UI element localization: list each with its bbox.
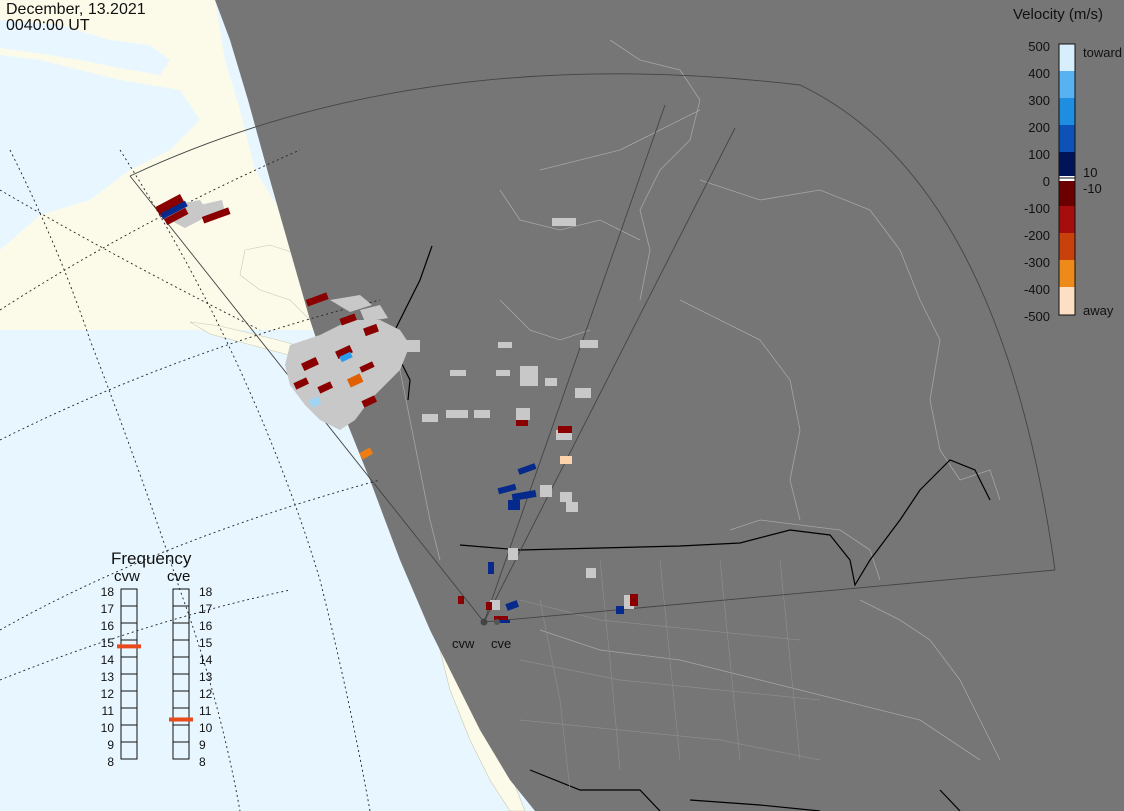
velocity-tick-label: 0 bbox=[1042, 174, 1050, 189]
velocity-tick-label: -500 bbox=[1023, 309, 1050, 324]
frequency-scale-right-label: 13 bbox=[199, 670, 213, 684]
velocity-tick-label: 500 bbox=[1028, 39, 1050, 54]
velocity-tick-label: -200 bbox=[1023, 228, 1050, 243]
legend-label-small-negative: -10 bbox=[1083, 181, 1102, 196]
scatter-velocity-cells bbox=[155, 194, 638, 623]
radar-site-cve-marker bbox=[494, 619, 500, 625]
frequency-scale-right-label: 17 bbox=[199, 602, 213, 616]
velocity-color-bar bbox=[1058, 43, 1076, 316]
frequency-gauges bbox=[120, 588, 190, 760]
velocity-tick-label: 400 bbox=[1028, 66, 1050, 81]
lat-lon-grid bbox=[0, 149, 381, 811]
site-label-cve: cve bbox=[491, 636, 512, 651]
frequency-scale-right-label: 16 bbox=[199, 619, 213, 633]
frequency-scale-left-label: 17 bbox=[100, 602, 114, 616]
frequency-scale-left-label: 12 bbox=[100, 687, 114, 701]
plot-date: December, 13.2021 bbox=[6, 1, 146, 18]
frequency-scale-right-label: 8 bbox=[199, 755, 206, 769]
frequency-scale-left-label: 15 bbox=[100, 636, 114, 650]
velocity-tick-label: -400 bbox=[1023, 282, 1050, 297]
frequency-scale-right-label: 15 bbox=[199, 636, 213, 650]
frequency-scale-right-label: 18 bbox=[199, 585, 213, 599]
frequency-scale-left-label: 14 bbox=[100, 653, 114, 667]
legend-label-toward: toward bbox=[1083, 45, 1123, 60]
night-region bbox=[215, 0, 1124, 811]
legend-label-small-positive: 10 bbox=[1083, 165, 1098, 180]
frequency-scale-right-label: 10 bbox=[199, 721, 213, 735]
frequency-label-cvw: cvw bbox=[114, 568, 140, 585]
velocity-tick-label: 300 bbox=[1028, 93, 1050, 108]
velocity-legend-title: Velocity (m/s) bbox=[1013, 6, 1104, 23]
frequency-scale-left-label: 10 bbox=[100, 721, 114, 735]
velocity-tick-label: 200 bbox=[1028, 120, 1050, 135]
political-borders bbox=[394, 245, 991, 811]
plot-time: 0040:00 UT bbox=[6, 17, 90, 34]
frequency-scale-left-label: 8 bbox=[107, 755, 114, 769]
frequency-scale-left-label: 11 bbox=[101, 704, 114, 718]
night-coastlines bbox=[399, 39, 1001, 761]
frequency-scale-left-label: 9 bbox=[107, 738, 114, 752]
frequency-scale-right-label: 9 bbox=[199, 738, 206, 752]
frequency-panel-title: Frequency bbox=[111, 549, 192, 568]
radar-site-cvw-marker bbox=[480, 618, 488, 626]
frequency-scale-right-label: 12 bbox=[199, 687, 213, 701]
velocity-tick-label: 100 bbox=[1028, 147, 1050, 162]
legend-label-away: away bbox=[1083, 303, 1114, 318]
frequency-scale-right-label: 14 bbox=[199, 653, 213, 667]
velocity-tick-label: -100 bbox=[1023, 201, 1050, 216]
velocity-tick-label: -300 bbox=[1023, 255, 1050, 270]
site-label-cvw: cvw bbox=[452, 636, 475, 651]
frequency-scale-left-label: 18 bbox=[100, 585, 114, 599]
frequency-scale-left-label: 13 bbox=[100, 670, 114, 684]
state-province-lines bbox=[519, 559, 821, 791]
frequency-label-cve: cve bbox=[167, 568, 191, 585]
frequency-scale-left-label: 16 bbox=[100, 619, 114, 633]
frequency-scale-right-label: 11 bbox=[199, 704, 212, 718]
